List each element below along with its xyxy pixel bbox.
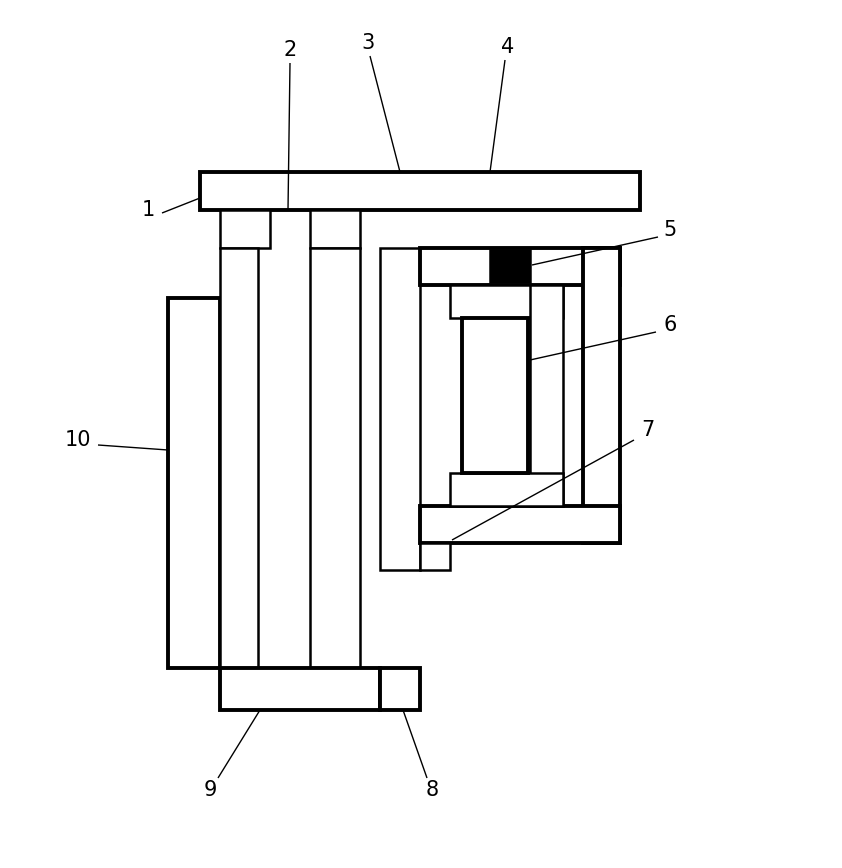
Bar [380, 248, 420, 570]
Text: 8: 8 [425, 780, 439, 800]
Text: 5: 5 [663, 220, 677, 240]
Bar [420, 506, 620, 543]
Bar [462, 318, 528, 473]
Text: 2: 2 [284, 40, 296, 60]
Text: 1: 1 [141, 200, 155, 220]
Text: 9: 9 [203, 780, 216, 800]
Bar [220, 668, 380, 710]
Text: 6: 6 [663, 315, 677, 335]
Bar [200, 172, 640, 210]
Bar [380, 668, 420, 710]
Text: 10: 10 [65, 430, 91, 450]
Bar [220, 210, 270, 248]
Bar [450, 285, 563, 318]
Bar [168, 298, 220, 668]
Bar [490, 250, 530, 282]
Text: 3: 3 [361, 33, 375, 53]
Text: 7: 7 [642, 420, 654, 440]
Bar [583, 248, 620, 543]
Bar [220, 248, 258, 668]
Text: 4: 4 [501, 37, 514, 57]
Bar [420, 543, 450, 570]
Bar [310, 210, 360, 248]
Bar [490, 250, 530, 282]
Bar [450, 473, 563, 506]
Bar [530, 285, 563, 506]
Bar [420, 248, 620, 285]
Bar [310, 248, 360, 668]
